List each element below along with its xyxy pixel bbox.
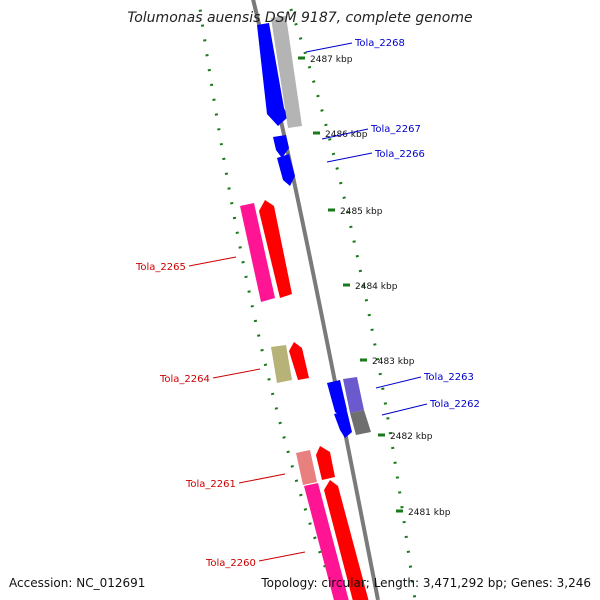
- tick-label: 2485 kbp: [340, 207, 383, 217]
- gene-tola-2261[interactable]: [316, 446, 335, 480]
- gene-tola-2260[interactable]: [324, 480, 369, 600]
- tick-label: 2486 kbp: [325, 130, 368, 140]
- label-tola-2265[interactable]: Tola_2265: [135, 262, 186, 273]
- gene-tola-2266[interactable]: [277, 154, 295, 186]
- gene-tola-2268[interactable]: [257, 23, 288, 126]
- gene-tola-2261-other-feature[interactable]: [296, 450, 317, 485]
- gene-tola-2268-other-feature[interactable]: [271, 16, 302, 128]
- gene-tola-2260-rna[interactable]: [304, 483, 350, 600]
- label-leader-tola-2264: [212, 368, 261, 379]
- tick-label: 2482 kbp: [390, 432, 433, 442]
- gene-tola-2263[interactable]: [327, 380, 347, 418]
- tick-label: 2483 kbp: [372, 357, 415, 367]
- gene-tola-2265-rna[interactable]: [240, 203, 275, 302]
- label-leader-tola-2267: [321, 128, 369, 140]
- gene-tola-2262-lower[interactable]: [350, 410, 371, 435]
- gene-tola-2263-lower[interactable]: [334, 411, 352, 438]
- gene-tola-2262[interactable]: [343, 377, 364, 413]
- gene-tola-2264-other-feature[interactable]: [271, 345, 292, 383]
- tick-label: 2484 kbp: [355, 282, 398, 292]
- label-leader-tola-2260: [258, 551, 306, 562]
- label-tola-2262[interactable]: Tola_2262: [429, 399, 480, 410]
- label-tola-2263[interactable]: Tola_2263: [423, 372, 474, 383]
- label-leader-tola-2263: [375, 376, 422, 389]
- label-leader-tola-2266: [326, 152, 373, 163]
- gene-tola-2265[interactable]: [259, 200, 292, 298]
- tick-marks: [298, 56, 403, 513]
- tick-label: 2481 kbp: [408, 508, 451, 518]
- gene-tola-2264[interactable]: [289, 342, 309, 380]
- label-tola-2268[interactable]: Tola_2268: [354, 38, 405, 49]
- label-tola-2264[interactable]: Tola_2264: [159, 374, 210, 385]
- map-title: Tolumonas auensis DSM 9187, complete gen…: [127, 10, 472, 26]
- accession-text: Accession: NC_012691: [9, 576, 145, 590]
- label-leader-tola-2262: [381, 403, 428, 416]
- label-tola-2260[interactable]: Tola_2260: [205, 558, 256, 569]
- tick-label: 2487 kbp: [310, 55, 353, 65]
- label-leader-tola-2261: [238, 473, 286, 484]
- label-tola-2267[interactable]: Tola_2267: [370, 124, 421, 135]
- label-leader-tola-2265: [188, 256, 237, 267]
- genome-summary-text: Topology: circular; Length: 3,471,292 bp…: [260, 576, 591, 590]
- gene-tola-2267[interactable]: [273, 135, 289, 158]
- label-tola-2266[interactable]: Tola_2266: [374, 149, 425, 160]
- label-tola-2261[interactable]: Tola_2261: [185, 479, 236, 490]
- label-leader-tola-2268: [305, 42, 353, 53]
